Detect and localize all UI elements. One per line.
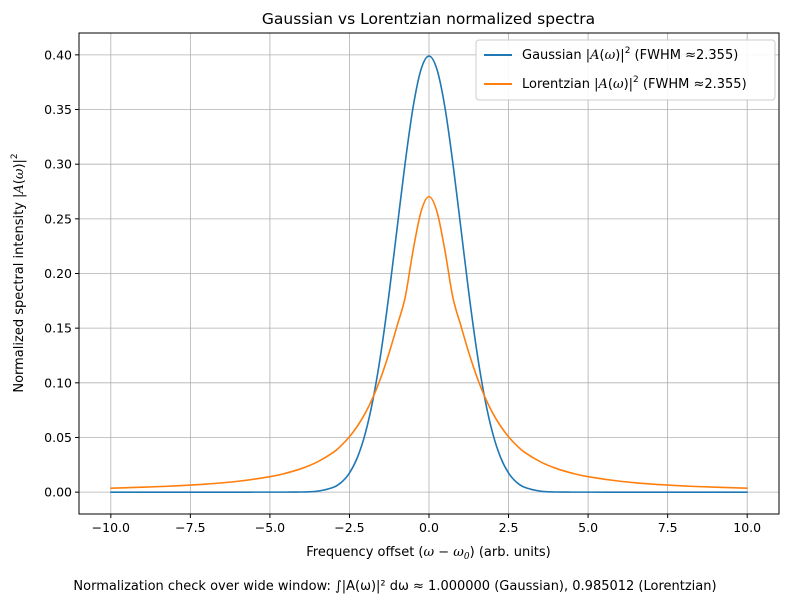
- normalization-footnote: Normalization check over wide window: ∫|…: [73, 579, 716, 594]
- x-tick-label: 10.0: [733, 520, 761, 535]
- x-tick-label: 5.0: [578, 520, 598, 535]
- x-tick-label: −10.0: [92, 520, 130, 535]
- y-tick-label: 0.20: [44, 266, 72, 281]
- y-tick-label: 0.00: [44, 485, 72, 500]
- chart-title: Gaussian vs Lorentzian normalized spectr…: [262, 10, 595, 28]
- x-tick-label: −5.0: [255, 520, 285, 535]
- series-lines: [110, 55, 748, 493]
- y-axis-label: Normalized spectral intensity |A(ω)|2: [10, 153, 27, 392]
- x-tick-label: 2.5: [499, 520, 519, 535]
- x-tick-label: 7.5: [658, 520, 678, 535]
- y-tick-label: 0.35: [44, 102, 72, 117]
- legend-label-lorentzian: Lorentzian |A(ω)|2 (FWHM ≈2.355): [522, 75, 747, 92]
- x-tick-label: 0.0: [419, 520, 439, 535]
- series-line-lorentzian: [110, 195, 748, 489]
- axis-ticks: −10.0 −7.5 −5.0 −2.5 0.0 2.5 5.0 7.5 10.0 0.00 0.0…: [44, 47, 761, 535]
- y-tick-label: 0.15: [44, 321, 72, 336]
- y-tick-label: 0.30: [44, 157, 72, 172]
- y-tick-label: 0.40: [44, 47, 72, 62]
- legend-label-gaussian: Gaussian |A(ω)|2 (FWHM ≈2.355): [522, 46, 738, 63]
- legend-box: [475, 39, 776, 101]
- x-tick-label: −7.5: [175, 520, 205, 535]
- series-line-gaussian: [110, 55, 748, 493]
- legend: Gaussian |A(ω)|2 (FWHM ≈2.355) Lorentzia…: [475, 39, 776, 101]
- y-tick-label: 0.25: [44, 211, 72, 226]
- x-axis-label: Frequency offset (ω − ω0) (arb. units): [306, 545, 551, 562]
- y-tick-label: 0.10: [44, 375, 72, 390]
- grid-lines: [79, 33, 779, 514]
- x-tick-label: −2.5: [334, 520, 364, 535]
- y-tick-label: 0.05: [44, 430, 72, 445]
